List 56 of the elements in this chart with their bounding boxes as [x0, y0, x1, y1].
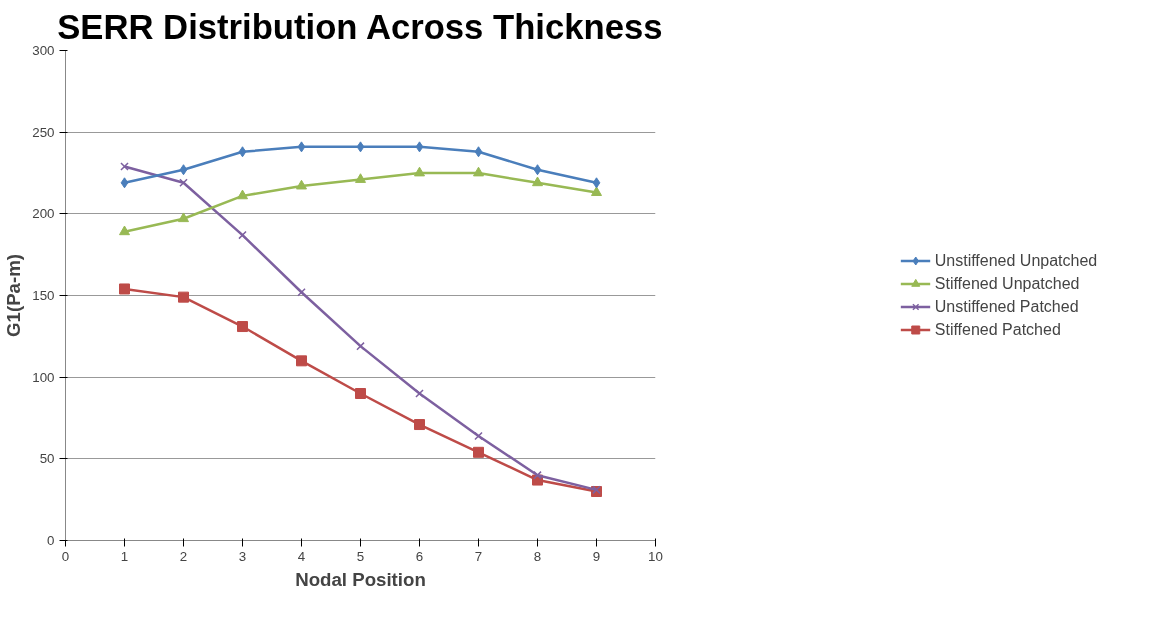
point	[238, 230, 247, 240]
point	[473, 446, 484, 458]
point	[178, 291, 189, 303]
point	[120, 177, 129, 189]
x-tick-label: 2	[179, 548, 188, 564]
point	[238, 146, 247, 158]
point	[297, 141, 306, 153]
point	[355, 388, 366, 399]
legend-label: Stiffened Unpatched	[934, 274, 1080, 293]
point	[355, 173, 366, 183]
y-tick-label: 100	[32, 369, 55, 385]
y-tick-label: 0	[47, 533, 55, 548]
point	[119, 283, 130, 295]
point	[356, 141, 365, 153]
x-tick-label: 4	[297, 548, 306, 564]
point	[414, 166, 425, 177]
x-axis-title: Nodal Position	[295, 568, 426, 590]
point	[178, 212, 189, 223]
point	[296, 355, 307, 367]
x-tick-label: 9	[592, 548, 601, 564]
x-tick-label: 0	[61, 548, 70, 564]
y-tick-label: 150	[32, 288, 55, 303]
x-tick-label: 3	[238, 548, 247, 564]
y-tick-label: 250	[32, 124, 55, 140]
point	[591, 186, 602, 196]
x-tick-label: 7	[474, 548, 483, 564]
point	[296, 179, 307, 190]
point	[119, 225, 130, 236]
point	[179, 164, 188, 176]
x-tick-label: 10	[648, 548, 663, 564]
legend-label: Unstiffened Patched	[934, 297, 1079, 316]
point	[356, 341, 365, 351]
y-tick-label: 300	[32, 43, 55, 58]
point	[237, 189, 248, 200]
chart-title: SERR Distribution Across Thickness	[57, 7, 663, 46]
x-tick-label: 6	[415, 548, 424, 564]
point	[532, 176, 543, 187]
x-tick-label: 5	[356, 548, 365, 564]
legend-label: Unstiffened Unpatched	[934, 251, 1098, 270]
x-tick-label: 8	[533, 548, 542, 564]
point	[120, 162, 129, 171]
point	[237, 321, 248, 333]
y-axis-title: G1(Pa-m)	[3, 254, 25, 337]
x-tick-label: 1	[120, 548, 129, 564]
point	[473, 166, 484, 177]
point	[592, 177, 601, 189]
point	[179, 178, 188, 188]
y-tick-label: 200	[32, 206, 55, 222]
point	[474, 431, 483, 441]
point	[474, 146, 483, 158]
legend-label: Stiffened Patched	[934, 320, 1061, 339]
y-tick-label: 50	[39, 451, 55, 467]
point	[533, 470, 542, 480]
point	[414, 419, 425, 431]
point	[533, 164, 542, 176]
point	[415, 141, 424, 153]
